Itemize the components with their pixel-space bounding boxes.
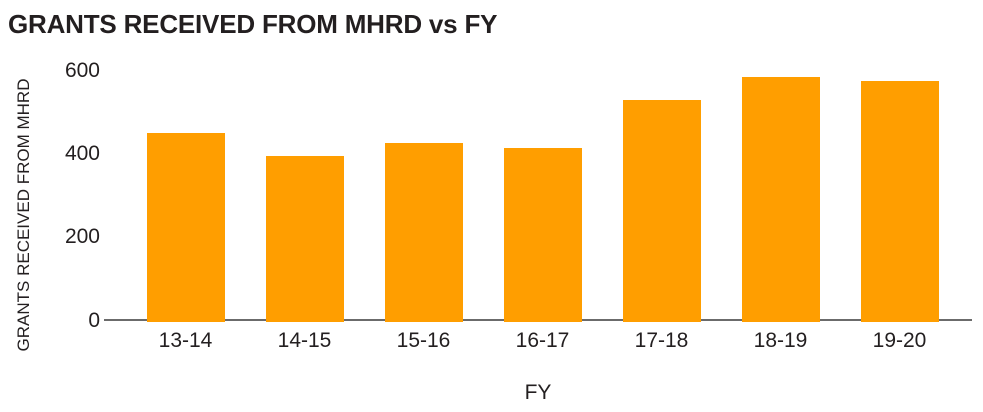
bar: [741, 76, 820, 322]
bar-band: [245, 71, 364, 322]
x-tick-label: 19-20: [872, 329, 927, 352]
x-tick-label: 16-17: [515, 329, 570, 352]
x-tick-label: 17-18: [634, 329, 689, 352]
y-tick-label: 0: [88, 308, 100, 332]
bar: [622, 99, 701, 322]
bar: [146, 133, 225, 322]
x-axis-title: FY: [524, 381, 552, 404]
bar-band: [126, 71, 245, 322]
y-tick-label: 400: [64, 141, 100, 165]
bar-band: [840, 71, 959, 322]
y-axis-tick-labels: 0 200 400 600: [0, 0, 100, 412]
chart-title: GRANTS RECEIVED FROM MHRD vs FY: [8, 9, 498, 39]
y-tick-label: 600: [64, 58, 100, 82]
bar: [384, 143, 463, 322]
x-axis-tick-labels: 13-14 14-15 15-16 16-17 17-18 18-19 19-20: [126, 330, 959, 352]
bar: [265, 155, 344, 322]
x-tick-label: 13-14: [158, 329, 213, 352]
bar-band: [721, 71, 840, 322]
y-tick-label: 200: [64, 225, 100, 249]
x-tick-label: 14-15: [277, 329, 332, 352]
x-tick-label: 18-19: [753, 329, 808, 352]
bar-band: [483, 71, 602, 322]
bar-band: [602, 71, 721, 322]
bar-band: [364, 71, 483, 322]
bar: [503, 147, 582, 322]
x-tick-label: 15-16: [396, 329, 451, 352]
bar: [860, 80, 939, 322]
plot-area: [126, 71, 959, 322]
